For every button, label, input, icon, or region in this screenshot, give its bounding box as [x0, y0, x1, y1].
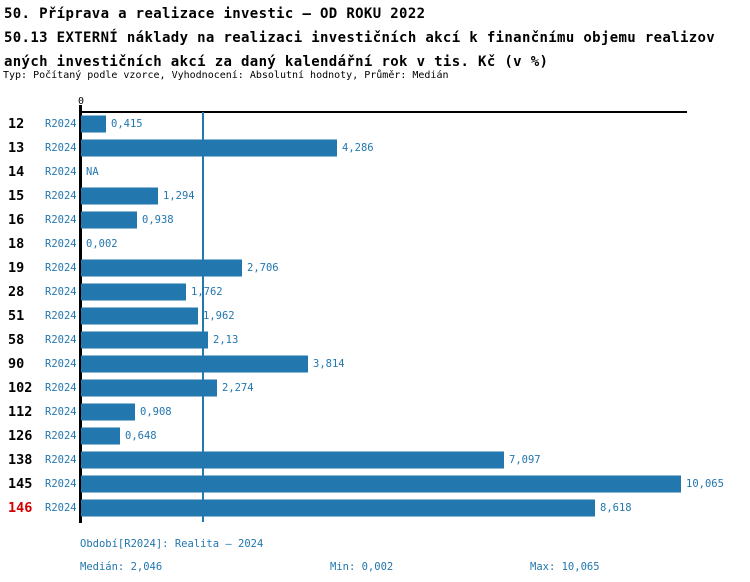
- chart-row: 18 R2024 0,002: [0, 232, 750, 256]
- chart-meta-info: Typ: Počítaný podle vzorce, Vyhodnocení:…: [3, 70, 449, 81]
- bar: [81, 331, 208, 349]
- bar: [81, 427, 120, 445]
- footer-period-label: Období[R2024]: Realita – 2024: [80, 538, 264, 550]
- bar-value-label: NA: [86, 165, 99, 178]
- chart-row: 102 R2024 2,274: [0, 376, 750, 400]
- bar: [81, 187, 158, 205]
- row-series-label: R2024: [45, 333, 77, 346]
- row-series-label: R2024: [45, 237, 77, 250]
- bar: [81, 499, 595, 517]
- bar: [81, 475, 681, 493]
- chart-row: 126 R2024 0,648: [0, 424, 750, 448]
- row-category-label: 145: [8, 476, 33, 493]
- row-series-label: R2024: [45, 141, 77, 154]
- row-series-label: R2024: [45, 478, 77, 491]
- row-category-label: 19: [8, 259, 25, 276]
- row-series-label: R2024: [45, 454, 77, 467]
- footer-median-stat: Medián: 2,046: [80, 561, 163, 573]
- row-series-label: R2024: [45, 502, 77, 515]
- chart-row: 58 R2024 2,13: [0, 328, 750, 352]
- row-category-label: 112: [8, 404, 33, 421]
- chart-row: 16 R2024 0,938: [0, 208, 750, 232]
- bar: [81, 451, 504, 469]
- row-series-label: R2024: [45, 309, 77, 322]
- row-category-label: 102: [8, 380, 33, 397]
- chart-row: 90 R2024 3,814: [0, 352, 750, 376]
- chart-row: 146 R2024 8,618: [0, 496, 750, 520]
- row-series-label: R2024: [45, 213, 77, 226]
- bar: [81, 115, 106, 133]
- row-category-label: 12: [8, 115, 25, 132]
- row-category-label: 18: [8, 235, 25, 252]
- bar-value-label: 1,294: [163, 189, 195, 202]
- bar-value-label: 0,002: [86, 237, 118, 250]
- row-category-label: 90: [8, 356, 25, 373]
- chart-row: 12 R2024 0,415: [0, 112, 750, 136]
- bar: [81, 139, 337, 157]
- row-series-label: R2024: [45, 285, 77, 298]
- row-series-label: R2024: [45, 430, 77, 443]
- y-axis-line: [79, 105, 82, 523]
- row-series-label: R2024: [45, 117, 77, 130]
- row-category-label: 14: [8, 163, 25, 180]
- bar: [81, 403, 135, 421]
- bar-value-label: 7,097: [509, 454, 541, 467]
- bar-value-label: 0,908: [140, 406, 172, 419]
- footer-max-stat: Max: 10,065: [530, 561, 600, 573]
- chart-row: 28 R2024 1,762: [0, 280, 750, 304]
- bar-value-label: 0,415: [111, 117, 143, 130]
- bar-value-label: 8,618: [600, 502, 632, 515]
- chart-row: 145 R2024 10,065: [0, 472, 750, 496]
- chart-row: 13 R2024 4,286: [0, 136, 750, 160]
- bar: [81, 307, 198, 325]
- bar: [81, 259, 242, 277]
- row-series-label: R2024: [45, 358, 77, 371]
- row-series-label: R2024: [45, 189, 77, 202]
- row-category-label: 13: [8, 139, 25, 156]
- row-category-label: 16: [8, 211, 25, 228]
- bar: [81, 379, 217, 397]
- chart-row: 15 R2024 1,294: [0, 184, 750, 208]
- bar-value-label: 10,065: [686, 478, 724, 491]
- chart-row: 51 R2024 1,962: [0, 304, 750, 328]
- row-category-label: 138: [8, 452, 33, 469]
- chart-row: 19 R2024 2,706: [0, 256, 750, 280]
- chart-row: 112 R2024 0,908: [0, 400, 750, 424]
- row-category-label: 51: [8, 307, 25, 324]
- row-series-label: R2024: [45, 261, 77, 274]
- chart-row: 138 R2024 7,097: [0, 448, 750, 472]
- row-category-label: 15: [8, 187, 25, 204]
- bar-value-label: 1,762: [191, 285, 223, 298]
- bar-value-label: 4,286: [342, 141, 374, 154]
- bar-value-label: 0,938: [142, 213, 174, 226]
- chart-row: 14 R2024 NA: [0, 160, 750, 184]
- row-category-label: 28: [8, 283, 25, 300]
- x-axis-line: [80, 111, 687, 113]
- row-category-label: 146: [8, 500, 33, 517]
- row-series-label: R2024: [45, 382, 77, 395]
- row-category-label: 58: [8, 331, 25, 348]
- bar: [81, 355, 308, 373]
- row-series-label: R2024: [45, 406, 77, 419]
- footer-min-stat: Min: 0,002: [330, 561, 394, 573]
- bar-value-label: 1,962: [203, 309, 235, 322]
- median-reference-line: [202, 112, 204, 522]
- bar-value-label: 0,648: [125, 430, 157, 443]
- bar-value-label: 2,706: [247, 261, 279, 274]
- row-series-label: R2024: [45, 165, 77, 178]
- chart-subtitle-line1: 50.13 EXTERNÍ náklady na realizaci inves…: [4, 30, 716, 46]
- bar-value-label: 2,13: [213, 333, 239, 346]
- row-category-label: 126: [8, 428, 33, 445]
- bar: [81, 211, 137, 229]
- bar-value-label: 3,814: [313, 358, 345, 371]
- bar-value-label: 2,274: [222, 382, 254, 395]
- page-title: 50. Příprava a realizace investic – OD R…: [4, 6, 426, 22]
- chart-subtitle-line2: aných investičních akcí za daný kalendář…: [4, 54, 549, 70]
- axis-zero-tick-label: 0: [77, 96, 85, 107]
- bar: [81, 283, 186, 301]
